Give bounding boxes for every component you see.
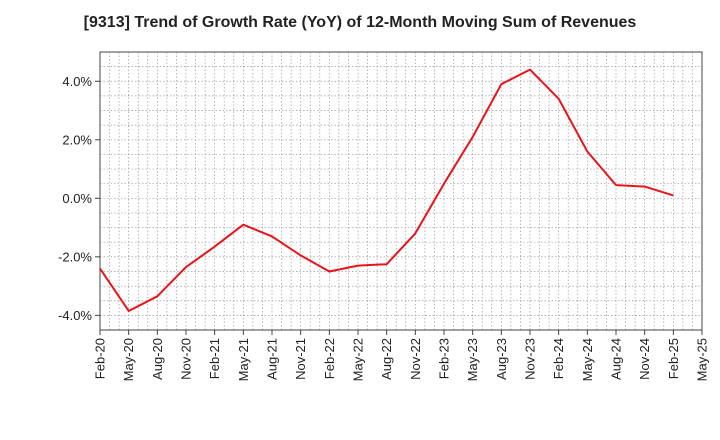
x-tick-label: May-20 bbox=[121, 338, 136, 381]
x-tick-label: Feb-20 bbox=[93, 338, 108, 379]
x-tick-label: May-25 bbox=[695, 338, 710, 381]
x-tick-label: Feb-25 bbox=[666, 338, 681, 379]
x-tick-label: Aug-22 bbox=[379, 338, 394, 380]
x-tick-label: Aug-24 bbox=[609, 338, 624, 380]
chart-title: [9313] Trend of Growth Rate (YoY) of 12-… bbox=[83, 14, 637, 31]
x-tick-label: Feb-24 bbox=[551, 338, 566, 379]
x-tick-label: May-21 bbox=[236, 338, 251, 381]
x-tick-label: Nov-24 bbox=[637, 338, 652, 380]
x-tick-label: May-24 bbox=[580, 338, 595, 381]
x-tick-label: Feb-21 bbox=[207, 338, 222, 379]
x-tick-label: Nov-22 bbox=[408, 338, 423, 380]
x-tick-label: Aug-20 bbox=[150, 338, 165, 380]
y-tick-label: 2.0% bbox=[62, 132, 92, 147]
y-tick-label: 0.0% bbox=[62, 191, 92, 206]
x-tick-label: Nov-21 bbox=[293, 338, 308, 380]
y-tick-label: -2.0% bbox=[58, 249, 92, 264]
x-tick-label: May-22 bbox=[351, 338, 366, 381]
x-tick-label: Nov-20 bbox=[179, 338, 194, 380]
x-tick-label: Nov-23 bbox=[523, 338, 538, 380]
x-tick-label: Feb-23 bbox=[437, 338, 452, 379]
x-tick-label: May-23 bbox=[465, 338, 480, 381]
x-tick-label: Feb-22 bbox=[322, 338, 337, 379]
series-line bbox=[99, 68, 674, 312]
plot-border bbox=[99, 51, 703, 331]
y-tick-label: -4.0% bbox=[58, 308, 92, 323]
x-tick-label: Aug-23 bbox=[494, 338, 509, 380]
y-tick-label: 4.0% bbox=[62, 74, 92, 89]
x-tick-label: Aug-21 bbox=[265, 338, 280, 380]
